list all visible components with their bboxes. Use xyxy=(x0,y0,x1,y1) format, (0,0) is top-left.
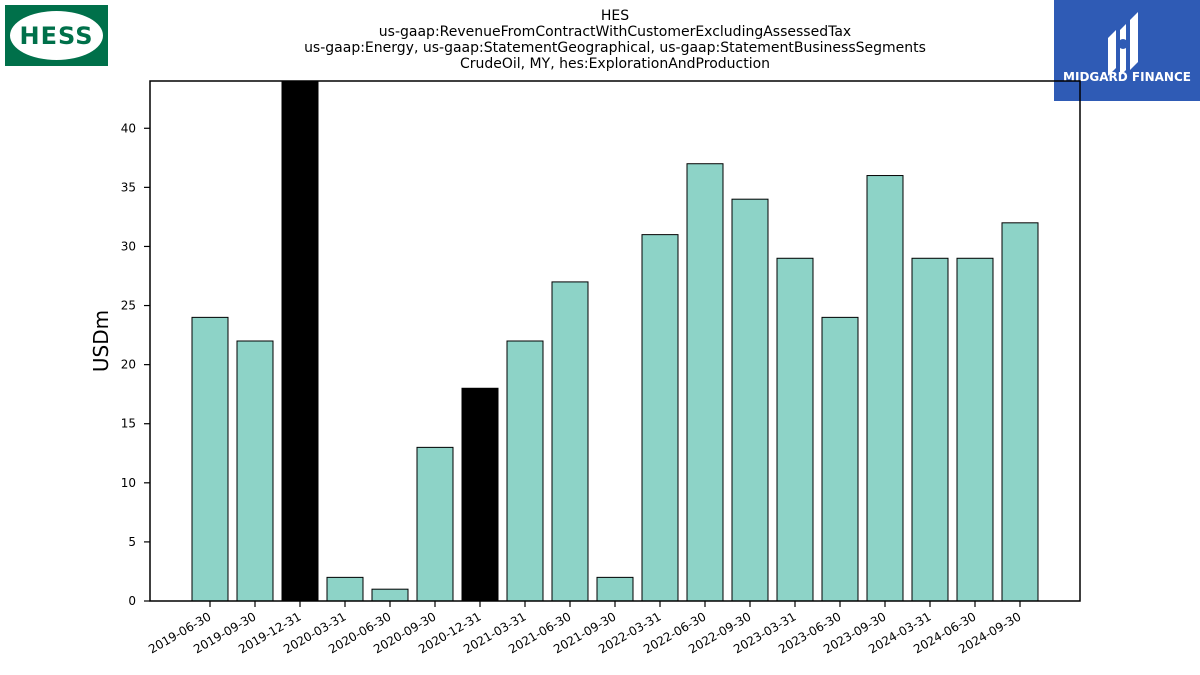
y-axis-label: USDm xyxy=(89,310,113,372)
bar xyxy=(371,588,409,602)
title-line: CrudeOil, MY, hes:ExplorationAndProducti… xyxy=(460,56,770,72)
y-tick-label: 15 xyxy=(121,417,136,431)
y-tick-label: 40 xyxy=(121,121,136,135)
bar xyxy=(236,340,274,602)
bar xyxy=(956,257,994,602)
title-line: us-gaap:RevenueFromContractWithCustomerE… xyxy=(379,24,851,40)
x-axis: 2019-06-302019-09-302019-12-312020-03-31… xyxy=(146,601,1024,656)
hess-logo-oval xyxy=(10,11,103,60)
hess-logo: HESS xyxy=(5,5,108,66)
chart-title: HESus-gaap:RevenueFromContractWithCustom… xyxy=(304,8,926,72)
y-tick-label: 30 xyxy=(121,239,136,253)
bar xyxy=(911,257,949,602)
bar xyxy=(821,316,859,602)
y-tick-label: 25 xyxy=(121,299,136,313)
bars xyxy=(191,80,1039,602)
bar xyxy=(776,257,814,602)
bar xyxy=(596,576,634,602)
y-tick-label: 10 xyxy=(121,476,136,490)
bar xyxy=(461,387,499,602)
bar xyxy=(416,446,454,602)
title-line: HES xyxy=(601,8,629,24)
plot-frame xyxy=(149,80,1081,602)
bar xyxy=(1001,222,1039,602)
y-tick-label: 0 xyxy=(128,594,136,608)
bar xyxy=(281,80,319,602)
midgard-logo-mark xyxy=(1108,12,1138,76)
midgard-finance-logo: MIDGARD FINANCE xyxy=(1054,0,1200,101)
bar xyxy=(506,340,544,602)
title-line: us-gaap:Energy, us-gaap:StatementGeograp… xyxy=(304,40,926,56)
bar xyxy=(641,234,679,602)
hess-logo-text: HESS xyxy=(19,22,94,50)
midgard-logo-text: MIDGARD FINANCE xyxy=(1063,70,1191,84)
bar xyxy=(731,198,769,602)
bar xyxy=(191,316,229,602)
bar xyxy=(686,163,724,602)
y-tick-label: 5 xyxy=(128,535,136,549)
bar xyxy=(551,281,589,602)
y-tick-label: 20 xyxy=(121,358,136,372)
bar xyxy=(866,175,904,602)
bar xyxy=(326,576,364,602)
y-axis: 0 5 10 15 20 25 30 35 40 xyxy=(121,121,150,608)
y-tick-label: 35 xyxy=(121,180,136,194)
